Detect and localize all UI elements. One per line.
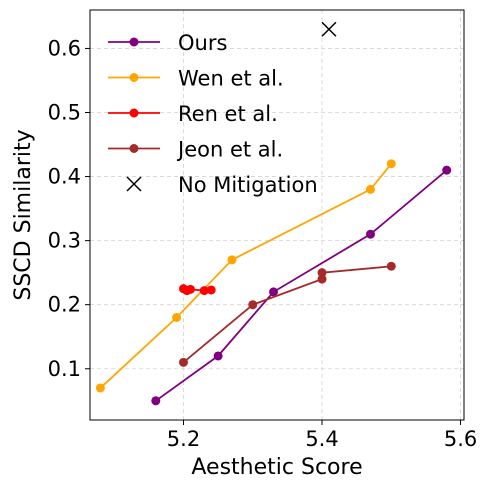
- legend-label: Wen et al.: [178, 67, 284, 91]
- y-tick-label: 0.5: [48, 101, 81, 125]
- series-no-mitigation: [321, 21, 337, 37]
- data-point: [172, 313, 182, 322]
- legend: Ours Wen et al. Ren et al. Jeon et al. No Mi…: [108, 31, 318, 197]
- y-tick-label: 0.3: [48, 229, 81, 253]
- legend-label: Ours: [178, 31, 227, 55]
- data-point: [442, 165, 452, 175]
- data-point: [227, 255, 237, 265]
- legend-marker: [129, 144, 139, 153]
- series-ren-et-al: [179, 284, 216, 296]
- legend-label: Jeon et al.: [176, 138, 283, 162]
- data-point: [366, 184, 375, 194]
- legend-entry-ours: Ours: [108, 31, 227, 55]
- legend-marker: [129, 108, 139, 118]
- data-point: [95, 383, 105, 393]
- plot-frame: [89, 9, 465, 421]
- x-axis-label: Aesthetic Score: [191, 455, 362, 480]
- series-ours: [151, 165, 452, 406]
- data-point: [248, 300, 258, 310]
- data-point: [206, 285, 216, 295]
- series-line: [99, 163, 392, 389]
- data-point: [269, 287, 279, 297]
- data-point: [386, 261, 396, 271]
- legend-entry-ren-et-al: Ren et al.: [108, 102, 278, 126]
- y-tick-label: 0.4: [48, 165, 81, 189]
- data-point: [199, 286, 209, 296]
- x-tick-label: 5.4: [305, 427, 338, 451]
- data-point: [185, 284, 195, 294]
- legend-marker: [126, 176, 142, 192]
- legend-marker: [129, 37, 139, 47]
- y-tick-label: 0.6: [48, 36, 81, 60]
- data-point: [317, 274, 327, 284]
- series-lines: [95, 21, 452, 406]
- x-ticks: 5.2 5.4 5.6: [167, 420, 477, 451]
- legend-entry-jeon-et-al: Jeon et al.: [108, 138, 283, 162]
- data-point: [366, 229, 375, 239]
- x-tick-label: 5.6: [444, 427, 477, 451]
- legend-entry-no-mitigation: No Mitigation: [126, 173, 318, 197]
- data-point: [179, 357, 188, 367]
- y-tick-label: 0.1: [48, 357, 81, 381]
- x-tick-label: 5.2: [167, 427, 200, 451]
- legend-entry-wen-et-al: Wen et al.: [108, 67, 284, 91]
- y-ticks: 0.1 0.2 0.3 0.4 0.5 0.6: [48, 36, 90, 381]
- y-axis-label: SSCD Similarity: [11, 129, 36, 300]
- series-jeon-et-al: [179, 261, 396, 367]
- data-point: [321, 21, 337, 37]
- data-point: [317, 268, 327, 278]
- legend-label: No Mitigation: [178, 173, 318, 197]
- legend-label: Ren et al.: [178, 102, 278, 126]
- series-line: [155, 169, 448, 402]
- y-tick-label: 0.2: [48, 293, 81, 317]
- series-wen-et-al: [95, 159, 396, 393]
- series-line: [182, 265, 392, 363]
- legend-marker: [129, 73, 139, 82]
- data-point: [213, 351, 223, 361]
- data-point: [386, 159, 396, 169]
- data-point: [151, 396, 161, 406]
